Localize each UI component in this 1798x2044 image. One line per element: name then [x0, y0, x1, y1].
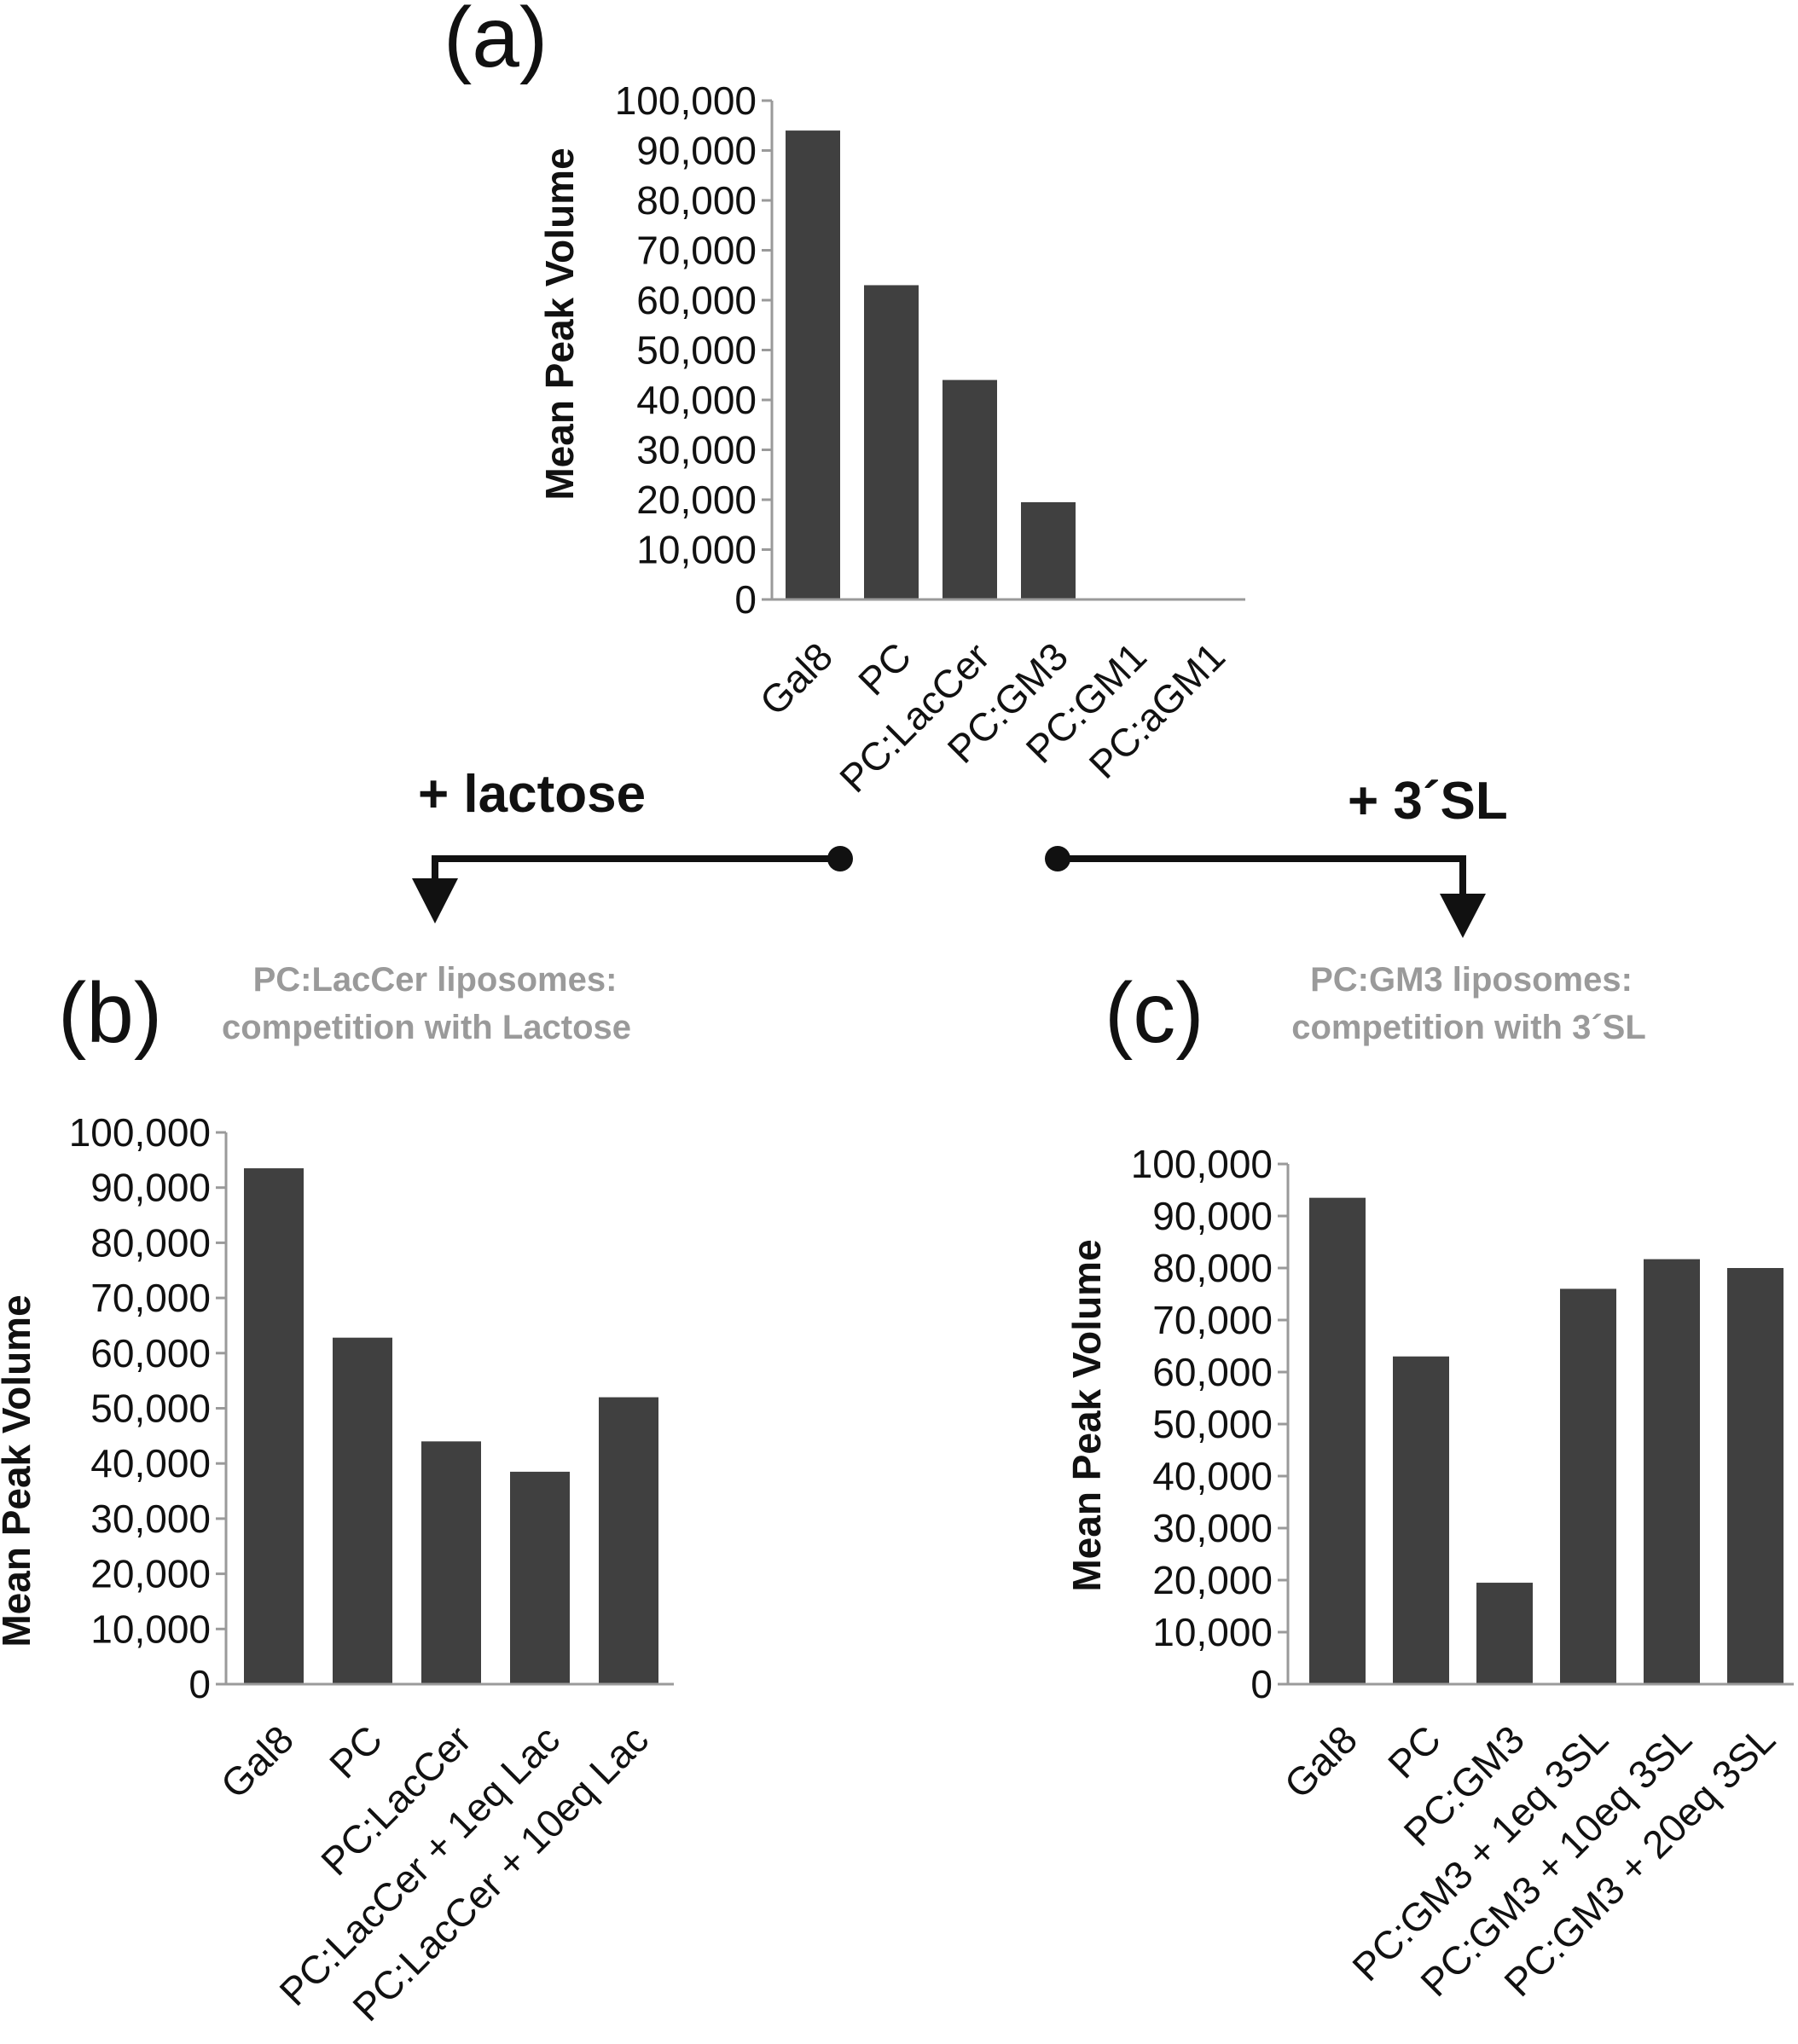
- panel-a-bars: [786, 130, 1076, 600]
- y-tick-label: 40,000: [636, 378, 757, 422]
- bar-pc-laccer-1eq-lac: [510, 1471, 570, 1684]
- panel-c-y-axis-label: Mean Peak Volume: [1064, 1239, 1109, 1591]
- bar-pc-gm3-10eq-3sl: [1644, 1259, 1700, 1684]
- y-tick-label: 90,000: [636, 129, 757, 173]
- bar-gal8: [244, 1168, 304, 1684]
- panel-b-letter: (b): [58, 965, 162, 1061]
- x-tick-label: PC: [1379, 1717, 1449, 1786]
- y-tick-label: 90,000: [1152, 1194, 1273, 1238]
- x-tick-label: PC: [321, 1717, 391, 1786]
- y-tick-label: 20,000: [1152, 1558, 1273, 1602]
- y-tick-label: 10,000: [636, 528, 757, 572]
- panel-c-axes: [1286, 1164, 1794, 1686]
- x-tick-label: Gal8: [751, 634, 841, 723]
- left-arrow-line: [432, 855, 840, 880]
- y-tick-label: 30,000: [636, 428, 757, 472]
- bar-pc-gm3: [1021, 501, 1076, 599]
- panel-a-y-axis-label: Mean Peak Volume: [537, 148, 582, 500]
- y-tick-label: 30,000: [1152, 1506, 1273, 1550]
- panel-b-axes: [224, 1132, 674, 1686]
- x-tick-label: Gal8: [1276, 1717, 1366, 1806]
- panel-b-title: PC:LacCer liposomes:: [253, 961, 618, 999]
- y-tick-label: 60,000: [636, 278, 757, 322]
- left-arrow: [412, 846, 853, 924]
- panel-b-y-axis-label: Mean Peak Volume: [0, 1294, 38, 1647]
- y-tick-label: 70,000: [1152, 1298, 1273, 1342]
- y-tick-label: 10,000: [90, 1607, 211, 1651]
- panel-a-letter: (a): [444, 0, 548, 85]
- bar-pc: [864, 285, 919, 599]
- y-tick-label: 70,000: [636, 229, 757, 273]
- panel-c-title: PC:GM3 liposomes:: [1310, 961, 1633, 999]
- y-tick-label: 10,000: [1152, 1610, 1273, 1654]
- right-arrow-line: [1058, 855, 1466, 895]
- y-tick-label: 60,000: [90, 1331, 211, 1375]
- right-arrow: [1045, 846, 1486, 938]
- y-tick-label: 20,000: [636, 478, 757, 522]
- panel-c-chart: (c) PC:GM3 liposomes: competition with 3…: [1064, 961, 1794, 2005]
- panel-c-y-ticks: 0 10,000 20,000 30,000 40,000 50,000 60,000 70,…: [1131, 1142, 1288, 1706]
- y-tick-label: 80,000: [90, 1220, 211, 1265]
- y-tick-label: 100,000: [69, 1110, 211, 1155]
- y-tick-label: 0: [1250, 1662, 1273, 1706]
- left-arrow-label: + lactose: [418, 765, 646, 824]
- y-tick-label: 90,000: [90, 1166, 211, 1210]
- bar-pc-gm3: [1476, 1583, 1533, 1684]
- y-tick-label: 50,000: [90, 1387, 211, 1431]
- bar-pc: [333, 1337, 392, 1684]
- panel-a-y-ticks: 0 10,000 20,000 30,000 40,000 50,000 60,000 70,…: [615, 78, 772, 622]
- y-tick-label: 20,000: [90, 1552, 211, 1596]
- bar-pc-laccer: [421, 1441, 481, 1684]
- y-tick-label: 70,000: [90, 1276, 211, 1320]
- bar-pc-gm3-1eq-3sl: [1560, 1288, 1616, 1684]
- x-tick-label: Gal8: [212, 1717, 302, 1806]
- panel-c-subtitle: competition with 3´SL: [1291, 1009, 1646, 1046]
- y-tick-label: 40,000: [90, 1441, 211, 1485]
- panel-c-bars: [1309, 1197, 1784, 1684]
- panel-b-y-ticks: 0 10,000 20,000 30,000 40,000 50,000 60,000 70,…: [69, 1110, 226, 1706]
- y-tick-label: 0: [734, 577, 757, 622]
- bar-pc: [1393, 1356, 1449, 1684]
- y-tick-label: 80,000: [636, 178, 757, 223]
- panel-c-letter: (c): [1105, 965, 1204, 1061]
- y-tick-label: 60,000: [1152, 1350, 1273, 1394]
- bar-gal8: [786, 130, 840, 600]
- y-tick-label: 100,000: [1131, 1142, 1273, 1186]
- bar-pc-laccer: [942, 379, 997, 599]
- panel-a-chart: (a) 0 10,000 20,000 30,000 40,000 50,000 60,00…: [444, 0, 1245, 801]
- panel-b-bars: [244, 1168, 658, 1684]
- panel-b-subtitle: competition with Lactose: [222, 1009, 631, 1046]
- connector-arrows: + lactose + 3´SL: [412, 765, 1508, 938]
- right-arrow-head: [1440, 894, 1486, 938]
- y-tick-label: 80,000: [1152, 1246, 1273, 1290]
- bar-pc-gm3-20eq-3sl: [1727, 1268, 1784, 1684]
- panel-a-axes: [770, 101, 1245, 601]
- right-arrow-label: + 3´SL: [1348, 772, 1508, 831]
- y-tick-label: 50,000: [636, 328, 757, 373]
- bar-gal8: [1309, 1197, 1366, 1684]
- panel-b-chart: (b) PC:LacCer liposomes: competition wit…: [0, 961, 674, 2030]
- y-tick-label: 50,000: [1152, 1402, 1273, 1446]
- left-arrow-head: [412, 878, 458, 924]
- bar-pc-laccer-10eq-lac: [599, 1397, 658, 1684]
- y-tick-label: 40,000: [1152, 1454, 1273, 1498]
- y-tick-label: 100,000: [615, 78, 757, 123]
- y-tick-label: 30,000: [90, 1497, 211, 1541]
- y-tick-label: 0: [188, 1662, 211, 1706]
